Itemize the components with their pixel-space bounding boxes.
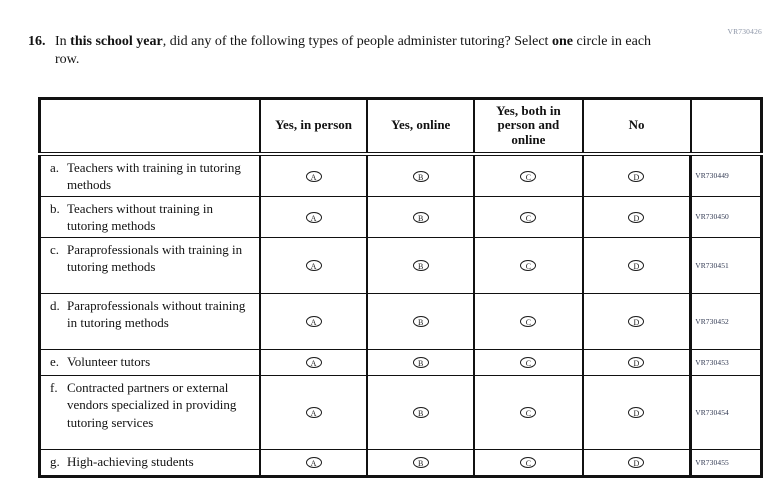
- option-bubble-b[interactable]: B: [412, 170, 429, 182]
- header-yes-in-person: Yes, in person: [258, 97, 369, 156]
- row-letter: a.: [50, 159, 60, 175]
- option-bubble-b[interactable]: B: [412, 357, 429, 369]
- question-text-seg1: In: [55, 34, 71, 49]
- option-bubble-d[interactable]: D: [628, 457, 645, 469]
- header-row: Yes, in person Yes, online Yes, both in …: [38, 97, 763, 156]
- row-label: Teachers without training in tutoring me…: [67, 200, 214, 234]
- row-letter: e.: [50, 353, 60, 369]
- header-yes-both: Yes, both in person and online: [473, 97, 584, 156]
- table-row-d: d. Paraprofessionals without training in …: [38, 292, 763, 350]
- option-bubble-a[interactable]: A: [305, 260, 322, 272]
- table-row-e: e. Volunteer tutors A B C D VR730453: [38, 348, 763, 376]
- option-bubble-a[interactable]: A: [305, 170, 322, 182]
- row-letter: g.: [50, 453, 60, 469]
- row-letter: d.: [50, 297, 60, 313]
- row-item-code: VR730454: [689, 374, 763, 450]
- option-bubble-a[interactable]: A: [305, 357, 322, 369]
- row-label: Volunteer tutors: [67, 353, 151, 369]
- header-code-blank: [689, 97, 763, 156]
- option-bubble-b[interactable]: B: [412, 407, 429, 419]
- row-label: Paraprofessionals without training in tu…: [67, 297, 246, 331]
- row-label: Teachers with training in tutoring metho…: [67, 159, 241, 193]
- question-text-seg2-bold: this school year: [70, 34, 163, 49]
- option-bubble-c[interactable]: C: [520, 357, 537, 369]
- table-row-a: a. Teachers with training in tutoring met…: [38, 153, 763, 197]
- row-label: Contracted partners or external vendors …: [67, 379, 237, 430]
- table-row-b: b. Teachers without training in tutoring …: [38, 195, 763, 238]
- question-text-seg3: , did any of the following types of peop…: [162, 34, 552, 49]
- row-letter: c.: [50, 241, 60, 257]
- question-text-seg5: circle in each row.: [55, 34, 652, 68]
- option-bubble-d[interactable]: D: [628, 211, 645, 223]
- header-yes-online: Yes, online: [366, 97, 476, 156]
- option-bubble-c[interactable]: C: [520, 211, 537, 223]
- question-number: 16.: [28, 34, 46, 49]
- option-bubble-c[interactable]: C: [520, 407, 537, 419]
- option-bubble-c[interactable]: C: [520, 316, 537, 328]
- option-bubble-a[interactable]: A: [305, 457, 322, 469]
- row-letter: b.: [50, 200, 60, 216]
- question-block: 16. In this school year, did any of the …: [28, 33, 676, 70]
- option-bubble-a[interactable]: A: [305, 211, 322, 223]
- table-row-c: c. Paraprofessionals with training in tut…: [38, 236, 763, 294]
- option-bubble-d[interactable]: D: [628, 260, 645, 272]
- option-bubble-b[interactable]: B: [412, 260, 429, 272]
- option-bubble-d[interactable]: D: [628, 316, 645, 328]
- row-item-code: VR730455: [689, 448, 763, 477]
- row-letter: f.: [50, 379, 58, 395]
- option-bubble-a[interactable]: A: [305, 407, 322, 419]
- option-bubble-d[interactable]: D: [628, 170, 645, 182]
- question-text-seg4-bold: one: [551, 34, 573, 49]
- row-item-code: VR730451: [689, 236, 763, 294]
- question-text: In this school year, did any of the foll…: [55, 33, 667, 70]
- row-label: High-achieving students: [67, 453, 194, 469]
- table-row-f: f. Contracted partners or external vendor…: [38, 374, 763, 450]
- option-bubble-a[interactable]: A: [305, 316, 322, 328]
- option-bubble-b[interactable]: B: [412, 457, 429, 469]
- row-label: Paraprofessionals with training in tutor…: [67, 241, 243, 275]
- response-matrix-table: Yes, in person Yes, online Yes, both in …: [38, 97, 763, 478]
- option-bubble-c[interactable]: C: [520, 260, 537, 272]
- option-bubble-b[interactable]: B: [412, 211, 429, 223]
- row-item-code: VR730450: [689, 195, 763, 238]
- row-item-code: VR730453: [689, 348, 763, 376]
- page-item-code: VR730426: [727, 27, 762, 36]
- row-item-code: VR730452: [689, 292, 763, 350]
- table-row-g: g. High-achieving students A B C D VR7304…: [38, 448, 763, 477]
- header-blank: [38, 97, 261, 156]
- option-bubble-d[interactable]: D: [628, 357, 645, 369]
- option-bubble-c[interactable]: C: [520, 170, 537, 182]
- header-no: No: [581, 97, 692, 156]
- option-bubble-c[interactable]: C: [520, 457, 537, 469]
- row-item-code: VR730449: [689, 153, 763, 197]
- option-bubble-b[interactable]: B: [412, 316, 429, 328]
- option-bubble-d[interactable]: D: [628, 407, 645, 419]
